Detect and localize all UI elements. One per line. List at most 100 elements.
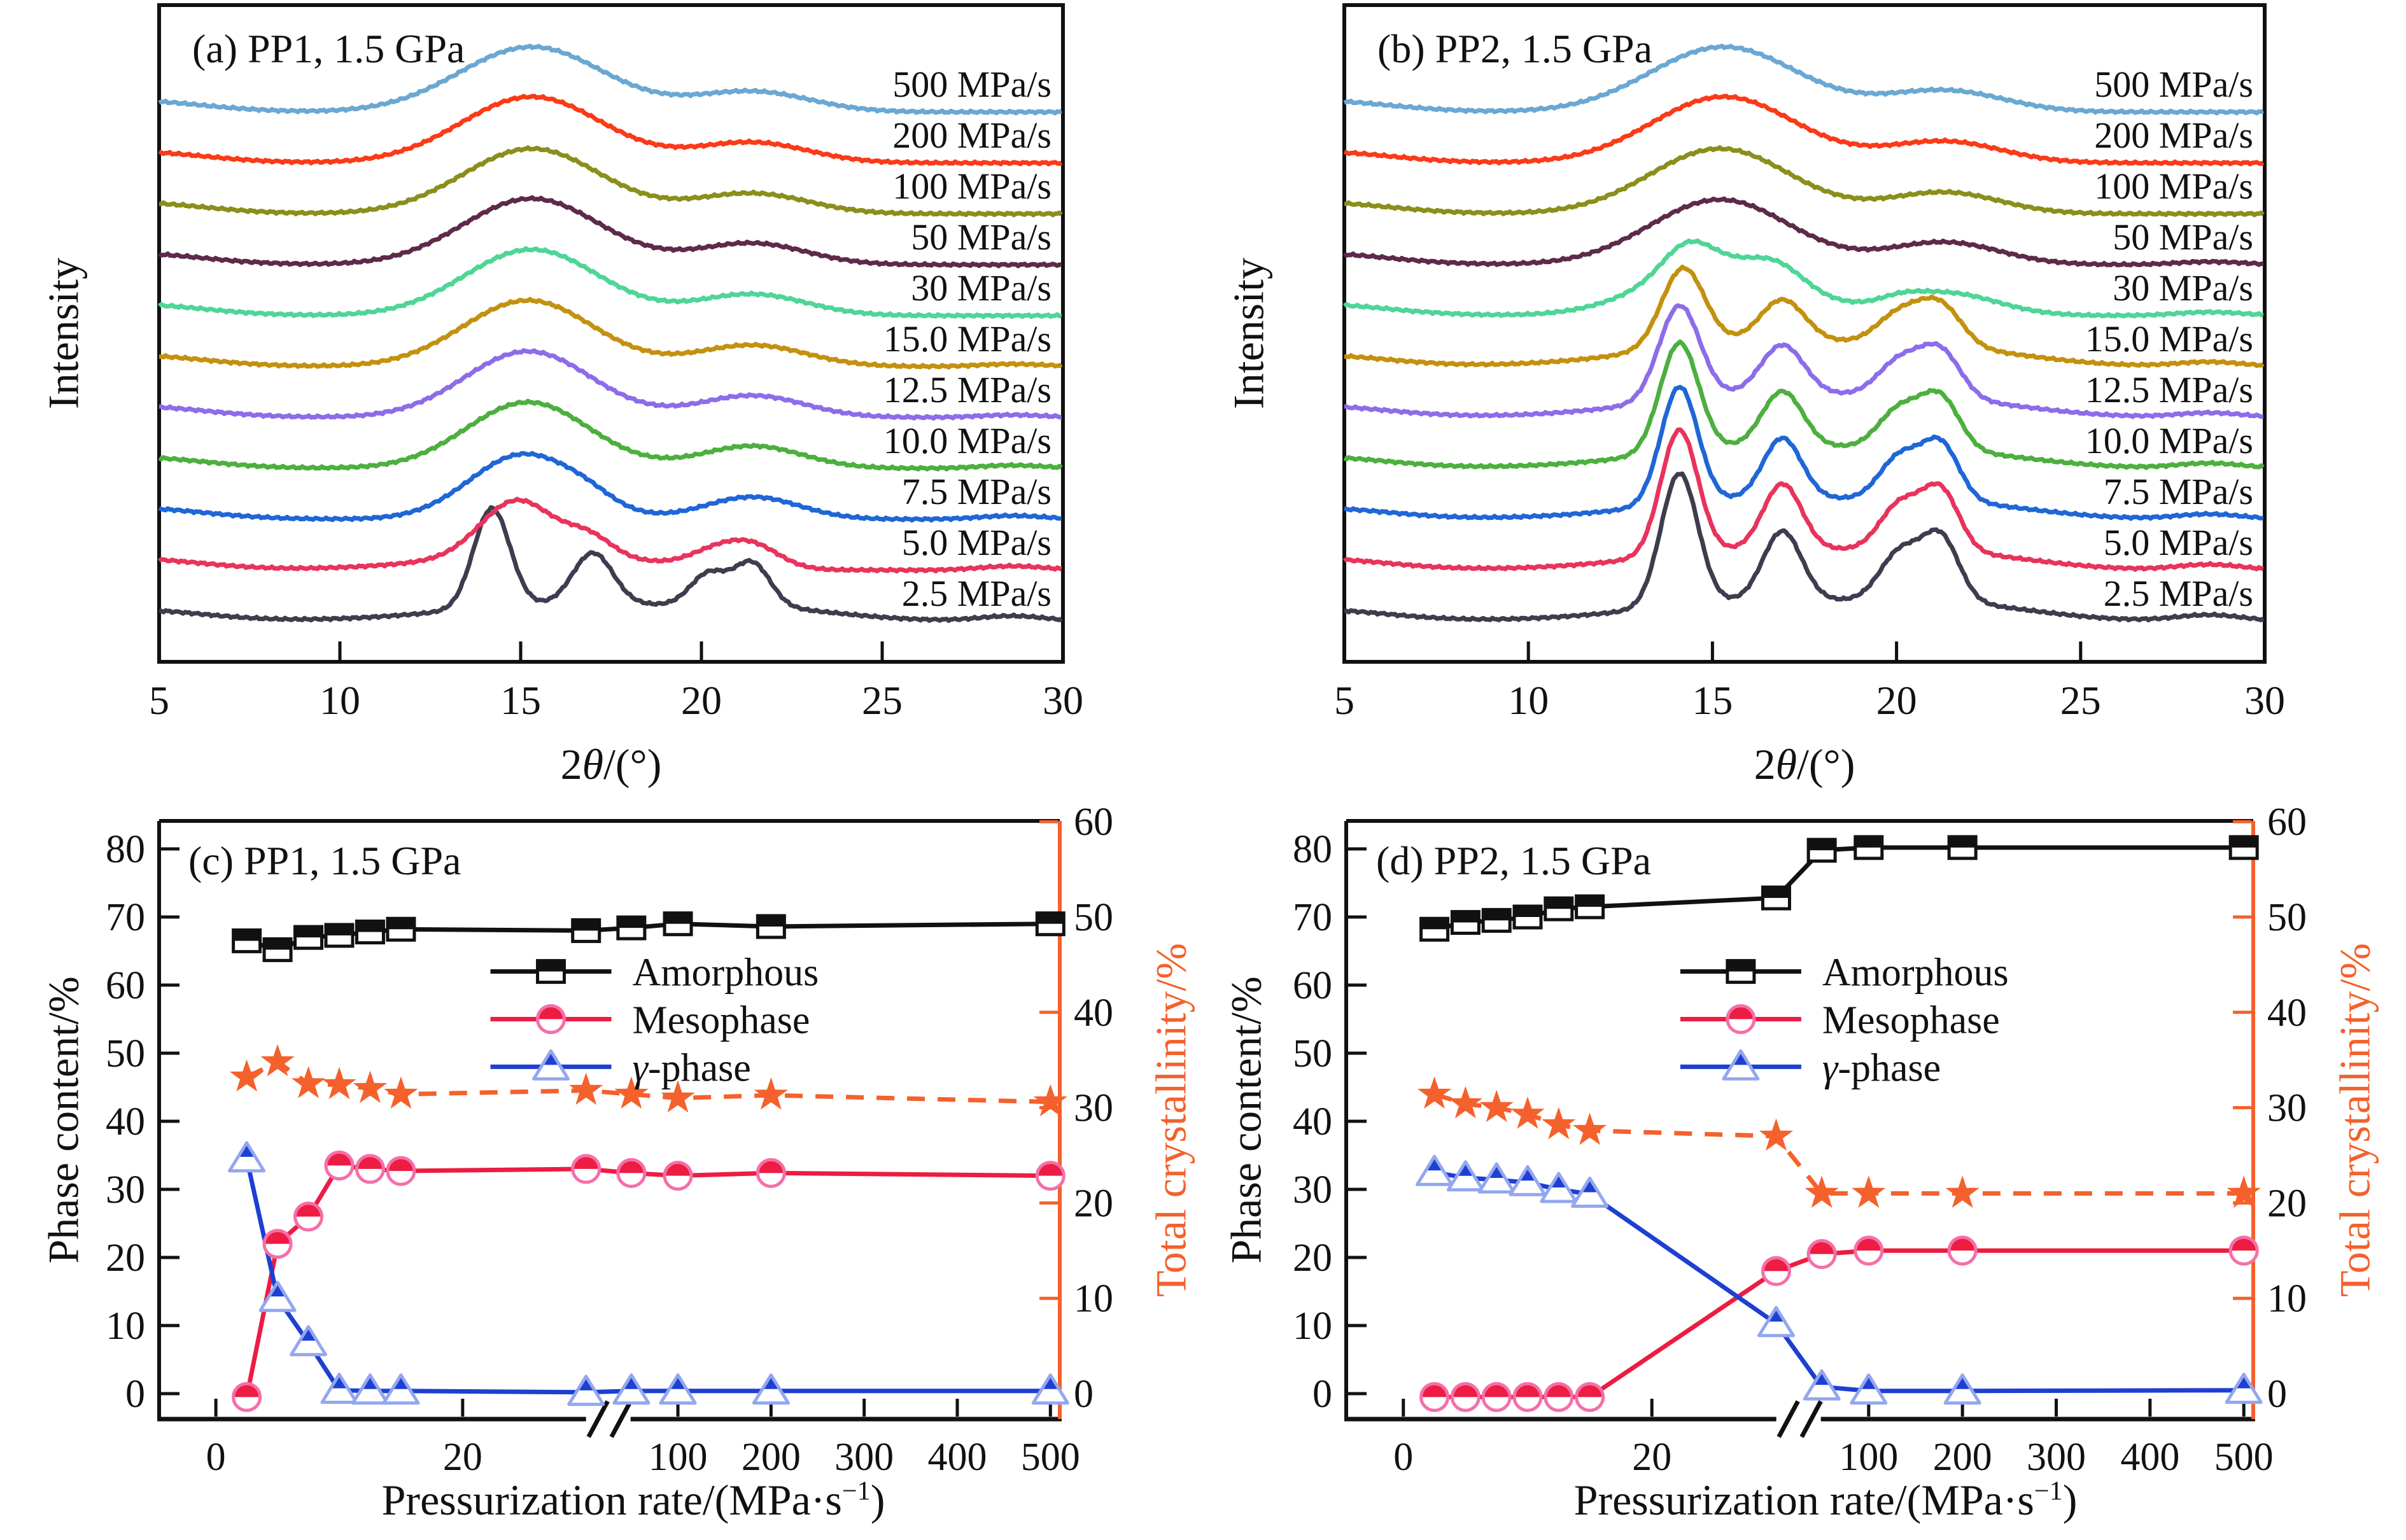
marker-fill-top [577, 1376, 595, 1390]
marker-outline [1481, 1382, 1512, 1412]
marker-halfsquare [1575, 894, 1605, 920]
marker-halftriangle [1031, 1373, 1069, 1405]
marker-halfsquare [324, 923, 355, 948]
marker-halfsquare [2228, 835, 2259, 860]
legend-item--phase: γ-phase [490, 1046, 751, 1089]
marker-star [230, 1059, 264, 1092]
xlabel-pre: 2 [560, 740, 582, 788]
marker-fill-top [356, 921, 384, 932]
marker-halfsquare [1450, 910, 1481, 935]
marker-star [1759, 1118, 1794, 1151]
marker-halftriangle [258, 1280, 297, 1312]
right-y-tick-label: 60 [1074, 801, 1113, 844]
x-tick-label: 200 [742, 1436, 801, 1479]
series-line--phase [1433, 1170, 2244, 1394]
curve-rate-label: 200 MPa/s [892, 115, 1052, 156]
curve-rate-label: 15.0 MPa/s [2085, 318, 2253, 360]
xrd-curve-12.5-mpa-s [1344, 303, 2263, 419]
marker-fill-top [295, 927, 322, 938]
x-tick-label: 15 [1692, 678, 1733, 723]
axis-break-slash [1776, 1400, 1800, 1438]
panel-c-title: (c) PP1, 1.5 GPa [188, 838, 461, 883]
marker-fill-top [572, 920, 600, 931]
curve-rate-label: 7.5 MPa/s [902, 471, 1052, 512]
left-y-tick-label: 30 [106, 1168, 145, 1212]
xrd-curve-5.0-mpa-s [1342, 427, 2264, 572]
x-tick-label: 25 [2060, 678, 2101, 723]
marker-outline [1509, 1165, 1547, 1196]
marker-halfsquare [1761, 885, 1791, 911]
x-tick-label: 5 [149, 678, 169, 723]
marker-outline [616, 915, 647, 941]
marker-outline [290, 1325, 328, 1357]
marker-halfcircle [2228, 1235, 2259, 1266]
xrd-curve-2.5-mpa-s [158, 505, 1063, 623]
marker-outline [1947, 835, 1978, 860]
marker-halfsquare [1035, 911, 1066, 937]
marker-outline [258, 1280, 297, 1312]
xrd-curve-15.0-mpa-s [158, 297, 1063, 370]
left-y-tick-label: 70 [1293, 896, 1332, 939]
marker-star [661, 1080, 695, 1113]
marker-halftriangle [1477, 1162, 1516, 1194]
marker-halftriangle [1803, 1369, 1841, 1401]
left-y-tick-label: 50 [1293, 1032, 1332, 1075]
marker-halfcircle [1947, 1235, 1978, 1266]
curve-rate-label: 5.0 MPa/s [2104, 522, 2253, 563]
marker-outline [355, 1154, 385, 1184]
marker-star [1510, 1096, 1545, 1129]
marker-outline [1850, 1373, 1888, 1405]
marker-fill-top [1808, 839, 1836, 851]
x-tick-label: 30 [1043, 678, 1083, 723]
marker-star [2227, 1175, 2261, 1208]
left-y-tick-label: 0 [1312, 1373, 1332, 1416]
marker-halfcircle [1512, 1382, 1543, 1412]
marker-halfsquare [293, 925, 324, 950]
marker-outline [571, 1154, 602, 1184]
left-y-tick-label: 40 [106, 1100, 145, 1144]
marker-halftriangle [1757, 1306, 1795, 1338]
marker-outline [1947, 1235, 1978, 1266]
legend-item-mesophase: Mesophase [1680, 999, 2000, 1042]
xlabel-pre: Pressurization rate/(MPa·s [381, 1476, 842, 1524]
xlabel-post: /(°) [1797, 740, 1855, 788]
xrd-curve-5.0-mpa-s [157, 496, 1062, 574]
xrd-curve-7.5-mpa-s [158, 451, 1062, 523]
marker-fill-top [1859, 1375, 1878, 1389]
marker-halfcircle [262, 1229, 293, 1259]
marker-star [291, 1066, 326, 1098]
marker-outline [663, 911, 693, 937]
marker-outline [1446, 1160, 1484, 1192]
xrd-curve-500-mpa-s [158, 43, 1062, 116]
right-y-tick-label: 30 [2267, 1087, 2307, 1130]
marker-outline [1854, 1235, 1884, 1266]
xrd-curve-10.0-mpa-s [158, 398, 1063, 472]
right-y-tick-label: 0 [2267, 1373, 2287, 1416]
axis-break-slash [609, 1400, 633, 1438]
marker-fill-top [269, 1282, 287, 1297]
marker-halfcircle [386, 1156, 416, 1186]
xrd-curve-30-mpa-s [157, 246, 1062, 319]
marker-outline [756, 914, 786, 939]
marker-halfsquare [1726, 959, 1756, 984]
marker-fill-top [233, 930, 260, 941]
marker-outline [324, 1151, 355, 1181]
marker-halfcircle [1481, 1382, 1512, 1412]
xrd-curve-50-mpa-s [157, 195, 1062, 269]
x-tick-label: 500 [2214, 1436, 2274, 1479]
x-tick-label: 5 [1334, 678, 1354, 723]
marker-outline [1419, 916, 1450, 942]
marker-halftriangle [752, 1373, 790, 1405]
marker-fill-top [669, 1375, 687, 1389]
panel-c-right-yaxis-title: Total crystallinity/% [1146, 942, 1195, 1298]
marker-fill-top [237, 1142, 256, 1157]
curve-rate-label: 500 MPa/s [2094, 64, 2253, 105]
marker-star [569, 1072, 603, 1105]
marker-outline [1031, 1373, 1069, 1405]
marker-halfcircle [1726, 1004, 1756, 1034]
left-y-tick-label: 80 [106, 828, 145, 871]
curve-rate-label: 200 MPa/s [2094, 115, 2253, 156]
curve-rate-label: 100 MPa/s [2094, 165, 2253, 207]
marker-star [1573, 1112, 1607, 1145]
